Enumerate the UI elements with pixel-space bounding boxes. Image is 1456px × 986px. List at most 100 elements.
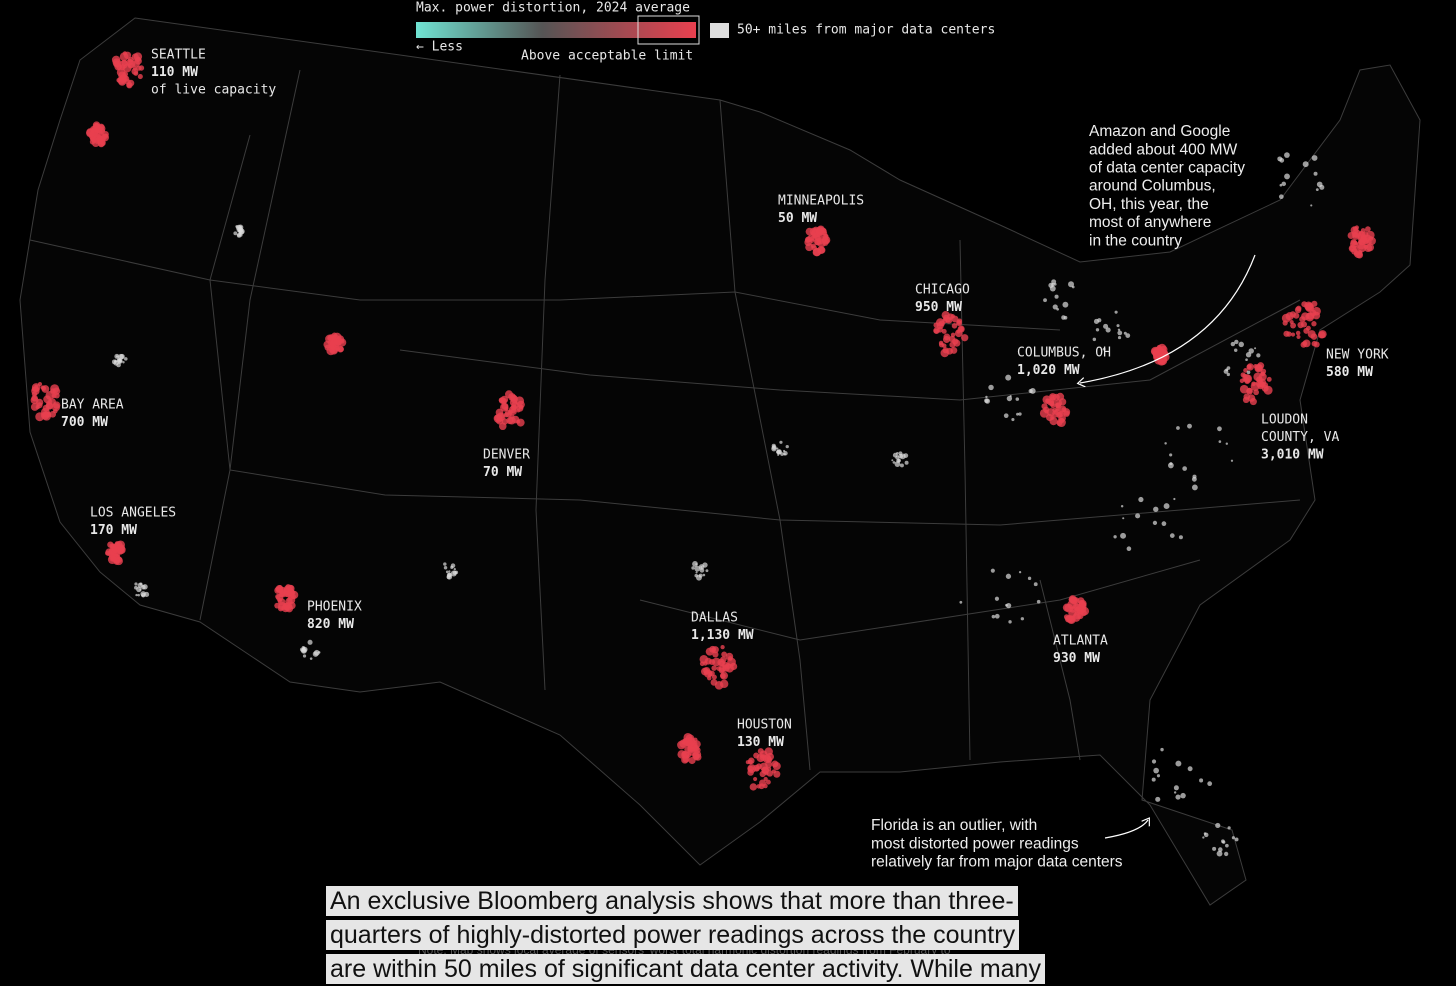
reading [1103, 323, 1109, 329]
annotation: Amazon and Google [1089, 123, 1230, 140]
legend-swatch-label: 50+ miles from major data centers [737, 23, 995, 38]
reading [1006, 395, 1013, 402]
reading [122, 63, 132, 73]
reading [333, 339, 339, 345]
reading [498, 397, 504, 403]
reading [753, 752, 760, 759]
reading [712, 651, 719, 658]
reading [727, 656, 733, 661]
reading [1113, 535, 1117, 539]
reading [1159, 348, 1165, 354]
reading [302, 654, 307, 658]
city-name: CHICAGO [915, 283, 970, 298]
reading [1114, 310, 1118, 314]
reading [1187, 766, 1193, 772]
reading [49, 411, 57, 418]
annotation-arrow [1104, 820, 1148, 839]
reading [141, 584, 146, 590]
reading [453, 568, 456, 571]
reading [1311, 155, 1318, 161]
reading [239, 225, 243, 229]
reading [506, 417, 514, 425]
reading [1092, 337, 1097, 342]
reading [1156, 774, 1161, 778]
reading [1020, 617, 1025, 621]
reading [1191, 484, 1198, 491]
city-capacity: 130 MW [737, 735, 784, 750]
reading [1009, 395, 1012, 398]
reading [1295, 305, 1302, 312]
reading [1290, 332, 1296, 337]
reading [721, 651, 728, 658]
reading [990, 568, 995, 573]
legend-gradient [416, 22, 696, 38]
reading [136, 65, 142, 71]
reading [753, 776, 758, 782]
reading [135, 56, 141, 62]
reading [31, 386, 37, 392]
reading [994, 596, 1000, 601]
reading [1173, 785, 1179, 791]
state-border [639, 559, 1201, 641]
reading [501, 402, 509, 410]
reading [991, 614, 996, 619]
reading [988, 384, 994, 391]
reading [1178, 535, 1183, 540]
annotation: around Columbus, [1089, 178, 1216, 195]
reading [1218, 847, 1223, 852]
reading [1315, 188, 1319, 192]
reading [745, 760, 750, 765]
reading [766, 770, 774, 777]
reading [711, 665, 717, 671]
reading [1239, 378, 1245, 384]
reading [764, 757, 770, 762]
reading [719, 679, 729, 689]
reading [707, 675, 712, 681]
reading [1151, 759, 1157, 764]
reading [1120, 505, 1124, 508]
city-capacity: 70 MW [483, 465, 522, 480]
reading [776, 449, 782, 455]
state-border [1039, 579, 1081, 761]
reading [1281, 181, 1287, 187]
reading [702, 573, 706, 577]
reading [1225, 843, 1229, 848]
reading [139, 582, 143, 586]
reading [1245, 358, 1248, 362]
reading [753, 764, 760, 772]
reading [103, 133, 109, 139]
reading [1247, 364, 1252, 369]
reading [1302, 161, 1309, 168]
reading [815, 226, 825, 235]
readings [30, 51, 1376, 857]
reading [1313, 341, 1320, 348]
reading [122, 361, 125, 364]
reading [711, 674, 717, 680]
state-border [959, 239, 971, 761]
reading [1254, 347, 1257, 350]
annotation: relatively far from major data centers [871, 853, 1123, 870]
annotation: most of anywhere [1089, 214, 1211, 231]
reading [1033, 582, 1038, 587]
reading [1293, 312, 1300, 319]
reading [135, 593, 138, 597]
reading [749, 783, 757, 791]
reading [41, 385, 50, 393]
reading [1117, 336, 1122, 340]
city-capacity: 700 MW [61, 415, 108, 430]
reading [1068, 281, 1075, 288]
reading [933, 328, 939, 334]
reading [1304, 301, 1313, 311]
reading [1310, 204, 1313, 207]
reading [1138, 496, 1144, 503]
reading [1279, 183, 1283, 187]
reading [86, 128, 95, 138]
reading [771, 760, 779, 768]
reading [124, 357, 128, 361]
reading [703, 661, 708, 666]
reading [694, 753, 702, 761]
city-name: HOUSTON [737, 718, 792, 733]
reading [1175, 760, 1182, 767]
state-border [719, 99, 811, 771]
us-map [19, 17, 1421, 906]
